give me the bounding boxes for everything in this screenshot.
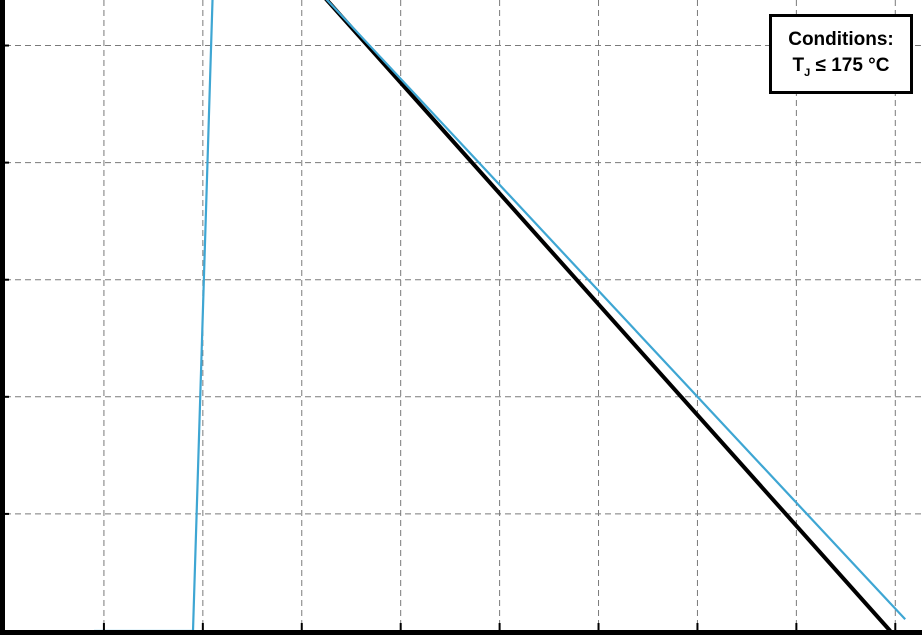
- conditions-annotation: Conditions: TJ ≤ 175 °C: [769, 14, 913, 94]
- conditions-title: Conditions:: [788, 29, 894, 51]
- conditions-junction-temp: TJ ≤ 175 °C: [792, 53, 889, 81]
- grid-layer: [5, 0, 922, 631]
- series-line-black: [324, 0, 892, 633]
- series-layer: [94, 0, 907, 633]
- tj-limit: ≤ 175 °C: [810, 55, 890, 76]
- tj-subscript: J: [804, 66, 811, 79]
- tj-symbol: T: [792, 55, 805, 76]
